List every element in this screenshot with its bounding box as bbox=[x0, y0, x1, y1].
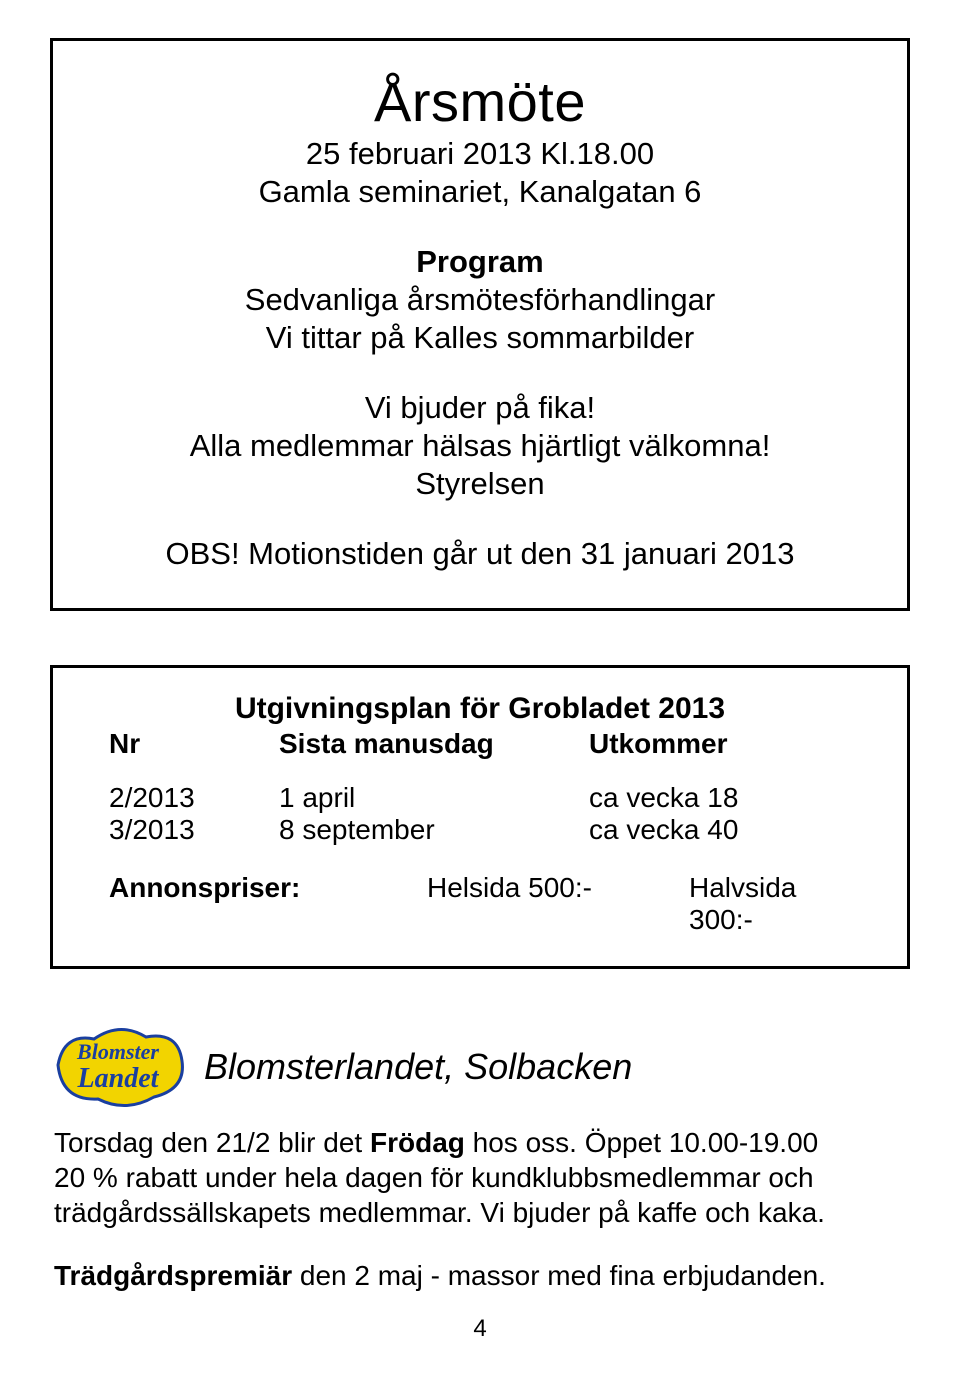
program-line-1: Sedvanliga årsmötesförhandlingar bbox=[93, 282, 867, 318]
program-line-2: Vi tittar på Kalles sommarbilder bbox=[93, 320, 867, 356]
obs-line: OBS! Motionstiden går ut den 31 januari … bbox=[93, 536, 867, 572]
plan-cell-dag: 1 april bbox=[279, 782, 589, 814]
welcome-line: Alla medlemmar hälsas hjärtligt välkomna… bbox=[93, 428, 867, 464]
advertisement: Blomster Landet Blomsterlandet, Solbacke… bbox=[50, 1021, 910, 1293]
ad-line-1b: Frödag bbox=[370, 1127, 465, 1158]
ad-line-1a: Torsdag den 21/2 blir det bbox=[54, 1127, 370, 1158]
plan-row: 2/2013 1 april ca vecka 18 bbox=[109, 782, 851, 814]
ad-price-full: Helsida 500:- bbox=[427, 872, 689, 936]
ad-line-1: Torsdag den 21/2 blir det Frödag hos oss… bbox=[54, 1125, 906, 1160]
ad-body: Torsdag den 21/2 blir det Frödag hos oss… bbox=[54, 1125, 906, 1293]
plan-header-ut: Utkommer bbox=[589, 728, 851, 760]
ad-price-half: Halvsida 300:- bbox=[689, 872, 851, 936]
program-heading: Program bbox=[93, 244, 867, 280]
plan-cell-dag: 8 september bbox=[279, 814, 589, 846]
ad-line-3: Trädgårdspremiär den 2 maj - massor med … bbox=[54, 1258, 906, 1293]
plan-cell-ut: ca vecka 18 bbox=[589, 782, 851, 814]
meeting-title: Årsmöte bbox=[93, 69, 867, 134]
ad-store-name: Blomsterlandet, Solbacken bbox=[204, 1046, 632, 1088]
blomsterlandet-logo-icon: Blomster Landet bbox=[54, 1021, 186, 1113]
plan-cell-ut: ca vecka 40 bbox=[589, 814, 851, 846]
plan-header-nr: Nr bbox=[109, 728, 279, 760]
logo-text-bottom: Landet bbox=[77, 1063, 160, 1094]
ad-line-3a: Trädgårdspremiär bbox=[54, 1260, 292, 1291]
ad-price-label: Annonspriser: bbox=[109, 872, 427, 936]
meeting-location: Gamla seminariet, Kanalgatan 6 bbox=[93, 174, 867, 210]
ad-line-1c: hos oss. Öppet 10.00-19.00 bbox=[465, 1127, 818, 1158]
plan-header-row: Nr Sista manusdag Utkommer bbox=[109, 728, 851, 760]
meeting-notice-box: Årsmöte 25 februari 2013 Kl.18.00 Gamla … bbox=[50, 38, 910, 611]
plan-header-dag: Sista manusdag bbox=[279, 728, 589, 760]
plan-cell-nr: 2/2013 bbox=[109, 782, 279, 814]
plan-title: Utgivningsplan för Grobladet 2013 bbox=[109, 692, 851, 726]
meeting-datetime: 25 februari 2013 Kl.18.00 bbox=[93, 136, 867, 172]
ad-line-3b: den 2 maj - massor med fina erbjudanden. bbox=[292, 1260, 826, 1291]
ad-price-row: Annonspriser: Helsida 500:- Halvsida 300… bbox=[109, 872, 851, 936]
page-number: 4 bbox=[50, 1315, 910, 1343]
ad-line-2: 20 % rabatt under hela dagen för kundklu… bbox=[54, 1160, 906, 1230]
plan-row: 3/2013 8 september ca vecka 40 bbox=[109, 814, 851, 846]
fika-line: Vi bjuder på fika! bbox=[93, 390, 867, 426]
plan-cell-nr: 3/2013 bbox=[109, 814, 279, 846]
publication-plan-box: Utgivningsplan för Grobladet 2013 Nr Sis… bbox=[50, 665, 910, 969]
logo-text-top: Blomster bbox=[76, 1039, 159, 1064]
ad-header: Blomster Landet Blomsterlandet, Solbacke… bbox=[54, 1021, 906, 1113]
styrelsen-line: Styrelsen bbox=[93, 466, 867, 502]
